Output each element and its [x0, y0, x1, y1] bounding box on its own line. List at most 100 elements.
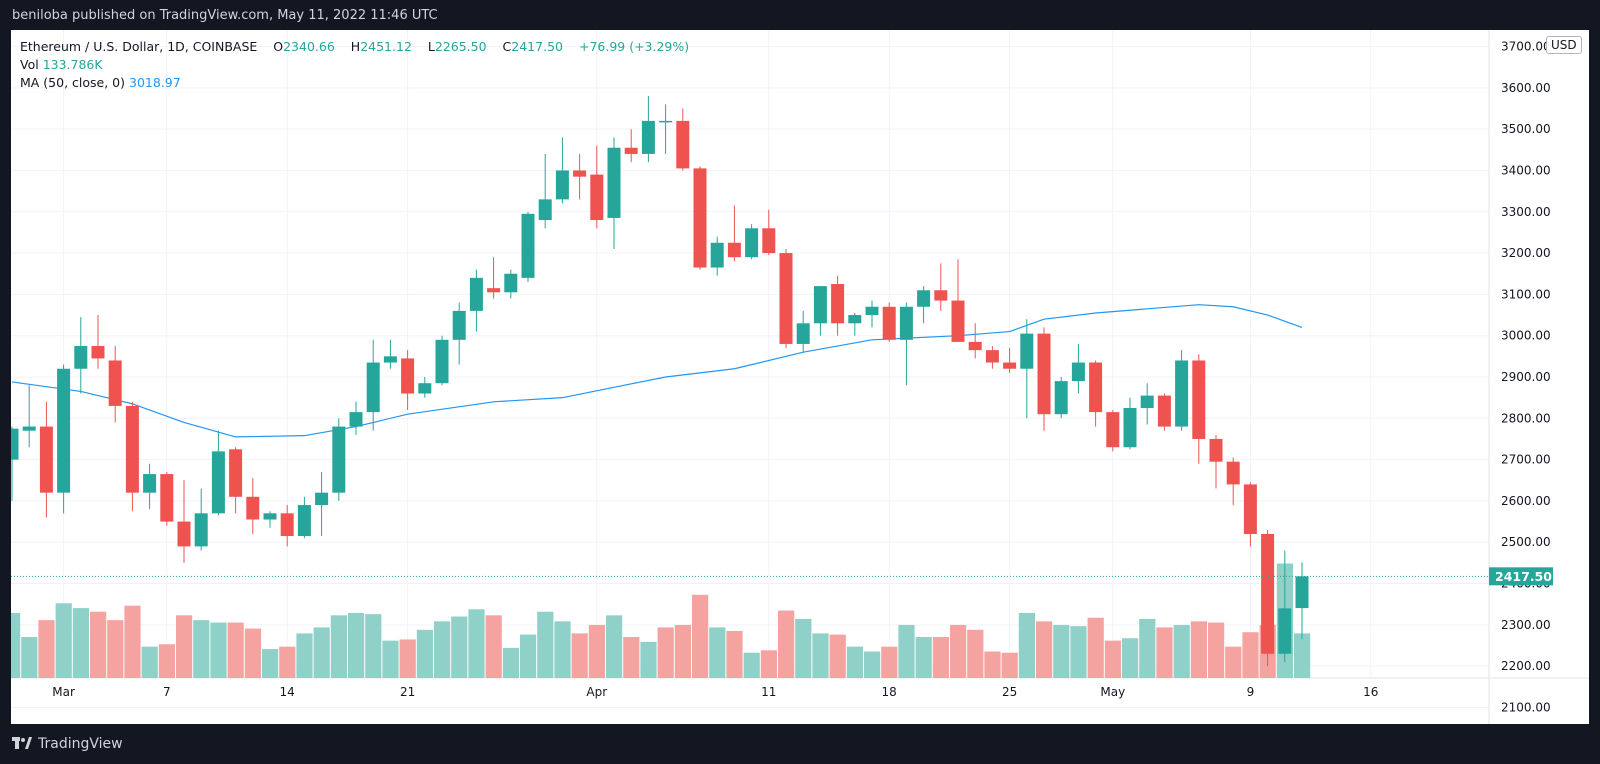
brand-label: TradingView: [38, 736, 123, 752]
volume-bar: [21, 637, 38, 678]
candle-body: [1140, 395, 1154, 408]
y-tick-label: 2200.00: [1501, 659, 1551, 673]
candle-body: [848, 315, 862, 324]
volume-bar: [107, 620, 124, 678]
y-tick-label: 3300.00: [1501, 205, 1551, 219]
y-tick-label: 2300.00: [1501, 618, 1551, 632]
candle-body: [1054, 381, 1068, 415]
candle-body: [882, 306, 896, 340]
volume-bar: [1139, 618, 1156, 678]
candle-body: [590, 174, 604, 221]
candle-body: [779, 253, 793, 344]
candle-body: [1295, 576, 1309, 609]
volume-bar: [864, 651, 881, 678]
candle-body: [11, 428, 19, 460]
y-tick-label: 2900.00: [1501, 370, 1551, 384]
volume-bar: [984, 651, 1001, 678]
volume-bar: [1018, 612, 1035, 678]
volume-bar: [1294, 633, 1311, 678]
y-tick-label: 2800.00: [1501, 411, 1551, 425]
volume-bar: [1122, 638, 1139, 678]
volume-bar: [434, 621, 451, 678]
x-tick-label: May: [1100, 685, 1125, 699]
volume-bar: [640, 641, 657, 678]
volume-bar: [760, 650, 777, 678]
volume-bar: [1087, 617, 1104, 678]
candle-body: [435, 339, 449, 384]
candle-body: [573, 170, 587, 177]
candle-body: [22, 426, 36, 431]
candle-body: [899, 306, 913, 340]
volume-bar: [1173, 624, 1190, 678]
y-tick-label: 2100.00: [1501, 700, 1551, 714]
y-tick-label: 2600.00: [1501, 494, 1551, 508]
volume-bar: [915, 637, 932, 678]
volume-bar: [1190, 621, 1207, 678]
volume-bar: [279, 646, 296, 678]
volume-bar: [451, 616, 468, 678]
volume-bar: [502, 647, 519, 678]
candle-body: [401, 358, 415, 394]
volume-bar: [520, 634, 537, 678]
volume-bar: [606, 615, 623, 678]
candle-body: [1209, 438, 1223, 462]
candle-body: [211, 451, 225, 514]
footer-bar: TradingView: [0, 724, 1600, 764]
volume-bar: [829, 634, 846, 678]
volume-bar: [313, 627, 330, 678]
y-tick-label: 3700.00: [1501, 40, 1551, 54]
last-price-tag: [1489, 567, 1553, 586]
volume-bar: [778, 610, 795, 678]
x-tick-label: 7: [163, 685, 171, 699]
volume-bar: [1156, 627, 1173, 678]
volume-bar: [657, 627, 674, 678]
candle-body: [1261, 533, 1275, 654]
last-price-label: 2417.50: [1495, 569, 1552, 584]
y-tick-label: 2500.00: [1501, 535, 1551, 549]
x-tick-label: Apr: [586, 685, 607, 699]
candle-body: [985, 350, 999, 363]
candle-body: [366, 362, 380, 413]
candle-body: [1243, 484, 1257, 534]
y-tick-label: 3500.00: [1501, 122, 1551, 136]
candle-body: [951, 300, 965, 342]
x-tick-label: 9: [1247, 685, 1255, 699]
candle-body: [710, 242, 724, 268]
tradingview-logo[interactable]: TradingView: [12, 736, 123, 752]
volume-bar: [193, 620, 210, 678]
candle-body: [143, 474, 157, 493]
volume-bar: [1053, 624, 1070, 678]
volume-bar: [382, 640, 399, 678]
volume-bar: [365, 614, 382, 678]
currency-badge[interactable]: USD: [1546, 36, 1582, 54]
volume-bar: [846, 646, 863, 678]
candle-body: [934, 290, 948, 301]
candle-body: [1278, 608, 1292, 654]
candle-body: [624, 147, 638, 154]
volume-bar: [795, 618, 812, 678]
candle-body: [1089, 362, 1103, 413]
y-tick-label: 2700.00: [1501, 453, 1551, 467]
volume-bar: [210, 622, 227, 678]
candle-body: [659, 120, 673, 123]
x-tick-label: 25: [1002, 685, 1017, 699]
volume-bar: [11, 612, 21, 678]
chart-area[interactable]: 3700.00 3600.00 3500.00 3400.00 3300.00 3200.…: [11, 30, 1589, 724]
candle-body: [194, 513, 208, 547]
volume-bar: [1104, 640, 1121, 678]
candle-body: [418, 383, 432, 394]
y-tick-label: 3000.00: [1501, 329, 1551, 343]
volume-bar: [709, 627, 726, 678]
volume-bar: [692, 594, 709, 678]
candle-body: [813, 286, 827, 324]
candle-body: [745, 228, 759, 258]
candle-body: [831, 284, 845, 324]
volume-bar: [262, 649, 279, 678]
candle-body: [1192, 360, 1206, 439]
candle-body: [1020, 333, 1034, 369]
candlestick-chart[interactable]: 3700.00 3600.00 3500.00 3400.00 3300.00 3200.…: [11, 30, 1589, 724]
candle-body: [108, 360, 122, 406]
volume-bar: [1208, 622, 1225, 678]
candle-body: [263, 513, 277, 520]
volume-bar: [468, 609, 485, 678]
